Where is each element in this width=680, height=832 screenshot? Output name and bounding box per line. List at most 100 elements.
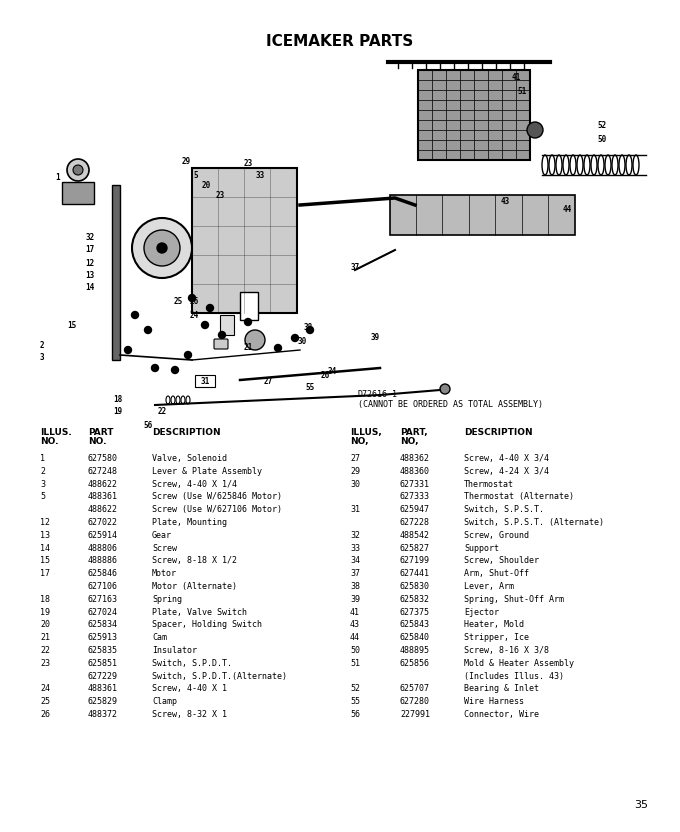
Bar [418,100,432,110]
Bar [446,150,460,160]
Text: Switch, S.P.S.T.: Switch, S.P.S.T. [464,505,544,514]
Text: 34: 34 [327,368,337,377]
Circle shape [292,334,299,341]
Text: Heater, Mold: Heater, Mold [464,621,524,629]
Text: 625829: 625829 [88,697,118,706]
FancyBboxPatch shape [214,339,228,349]
Text: Screw, 4-40 X 3/4: Screw, 4-40 X 3/4 [464,454,549,463]
Text: 25: 25 [173,298,183,306]
Text: DESCRIPTION: DESCRIPTION [464,428,532,437]
Text: Gear: Gear [152,531,172,540]
Text: ILLUS,: ILLUS, [350,428,381,437]
Text: 33: 33 [350,543,360,552]
Circle shape [188,295,196,301]
Text: Connector, Wire: Connector, Wire [464,710,539,719]
Text: 627333: 627333 [400,493,430,502]
Text: 625827: 625827 [400,543,430,552]
Text: Motor (Alternate): Motor (Alternate) [152,582,237,591]
Bar [446,90,460,100]
Text: 29: 29 [182,157,190,166]
Bar [390,195,575,235]
Text: 51: 51 [350,659,360,668]
Text: 627228: 627228 [400,518,430,527]
Text: 3: 3 [40,479,45,488]
Text: 627248: 627248 [88,467,118,476]
Text: Screw, 8-32 X 1: Screw, 8-32 X 1 [152,710,227,719]
Text: 34: 34 [350,557,360,566]
Text: 227991: 227991 [400,710,430,719]
Bar [432,70,446,80]
Circle shape [218,331,226,339]
Text: 627331: 627331 [400,479,430,488]
Text: Screw, 4-40 X 1: Screw, 4-40 X 1 [152,685,227,693]
Text: Bearing & Inlet: Bearing & Inlet [464,685,539,693]
Bar [240,292,258,320]
Bar [488,80,502,90]
Bar [460,70,474,80]
Text: 29: 29 [350,467,360,476]
Bar [460,130,474,140]
Circle shape [440,384,450,394]
Circle shape [131,311,139,319]
Text: 26: 26 [320,372,330,380]
Circle shape [201,321,209,329]
Bar [418,90,432,100]
Text: ICEMAKER PARTS: ICEMAKER PARTS [267,34,413,49]
Circle shape [275,344,282,351]
Text: Screw, 4-24 X 3/4: Screw, 4-24 X 3/4 [464,467,549,476]
Text: Screw, Shoulder: Screw, Shoulder [464,557,539,566]
Text: 627441: 627441 [400,569,430,578]
Circle shape [144,230,180,266]
Text: 24: 24 [40,685,50,693]
Text: 625707: 625707 [400,685,430,693]
Bar [418,80,432,90]
Text: ILLUS.: ILLUS. [40,428,72,437]
Text: 24: 24 [189,310,199,319]
Text: 627580: 627580 [88,454,118,463]
Bar [460,150,474,160]
Text: 13: 13 [40,531,50,540]
Bar [488,90,502,100]
Text: Mold & Heater Assembly: Mold & Heater Assembly [464,659,574,668]
Bar [502,120,516,130]
Circle shape [245,319,252,325]
Text: 41: 41 [350,607,360,617]
Text: 627229: 627229 [88,671,118,681]
Text: PART: PART [88,428,114,437]
Bar [432,130,446,140]
Text: 19: 19 [40,607,50,617]
Circle shape [144,326,152,334]
Text: 38: 38 [350,582,360,591]
Bar [62,182,94,204]
Bar [516,100,530,110]
Text: 627375: 627375 [400,607,430,617]
Circle shape [124,346,131,354]
Bar [460,110,474,120]
Bar [516,90,530,100]
Text: 627024: 627024 [88,607,118,617]
Text: 1: 1 [56,172,61,181]
Bar [488,120,502,130]
Text: Valve, Solenoid: Valve, Solenoid [152,454,227,463]
Bar [502,110,516,120]
Bar [502,80,516,90]
Bar [502,140,516,150]
Text: Lever & Plate Assembly: Lever & Plate Assembly [152,467,262,476]
Bar [502,70,516,80]
Bar [192,168,297,313]
Bar [432,110,446,120]
Circle shape [171,367,178,374]
Text: 488361: 488361 [88,685,118,693]
Bar [488,130,502,140]
Text: 20: 20 [201,181,211,190]
Text: 27: 27 [263,378,273,387]
Text: 625843: 625843 [400,621,430,629]
Circle shape [527,122,543,138]
Bar [418,140,432,150]
Bar [418,110,432,120]
Text: 5: 5 [40,493,45,502]
Text: Plate, Valve Switch: Plate, Valve Switch [152,607,247,617]
Text: 488806: 488806 [88,543,118,552]
Text: 43: 43 [500,197,509,206]
Text: 30: 30 [297,338,307,346]
